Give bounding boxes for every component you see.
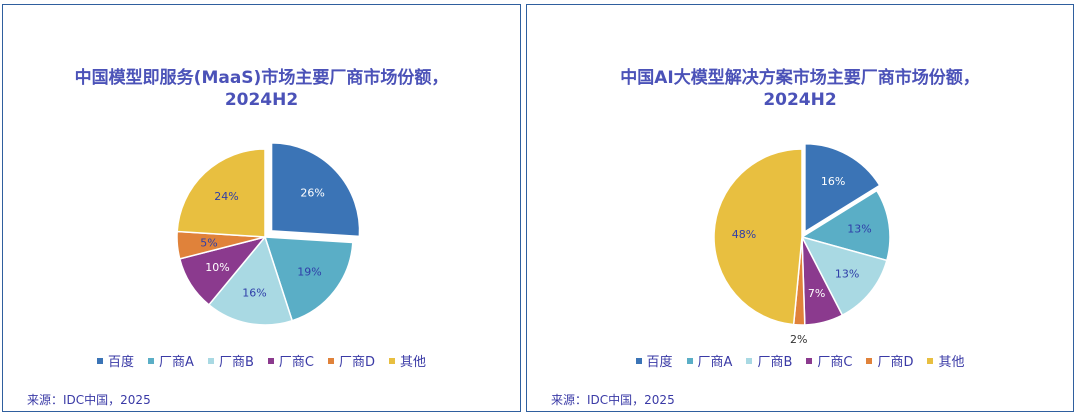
legend-item: 厂商C (267, 351, 314, 370)
legend-item: 其他 (388, 351, 426, 370)
pie-label-3: 16% (242, 286, 266, 299)
legend-label: 其他 (399, 355, 426, 370)
legend-swatch (97, 357, 104, 364)
legend-swatch (866, 357, 873, 364)
legend-swatch (635, 357, 642, 364)
chart-legend: 百度 厂商A 厂商B 厂商C 厂商D 其他 (527, 351, 1073, 370)
legend-swatch (148, 357, 155, 364)
legend-swatch (806, 357, 813, 364)
pie-label-6: 24% (214, 190, 238, 203)
pie-label-2: 13% (847, 223, 871, 236)
legend-swatch (267, 357, 274, 364)
chart-title: 中国模型即服务(MaaS)市场主要厂商市场份额， 2024H2 (3, 67, 520, 111)
legend-swatch (746, 357, 753, 364)
legend-label: 厂商D (877, 355, 914, 370)
pie-label-4: 7% (808, 287, 825, 300)
legend-swatch (388, 357, 395, 364)
pie-label-6: 48% (732, 228, 756, 241)
chart-panel-left: 中国模型即服务(MaaS)市场主要厂商市场份额， 2024H2 26% 19% 16… (2, 4, 521, 412)
legend-label: 百度 (646, 355, 673, 370)
legend-swatch (927, 357, 934, 364)
legend-swatch (207, 357, 214, 364)
legend-item: 厂商B (746, 351, 792, 370)
legend-label: 厂商B (218, 355, 254, 370)
chart-title-line-1: 中国AI大模型解决方案市场主要厂商市场份额， (620, 68, 980, 88)
legend-item: 其他 (927, 351, 964, 370)
pie-label-5: 5% (200, 236, 217, 249)
pie-label-4: 10% (205, 261, 229, 274)
pie-chart: 26% 19% 16% 10% 5% 24% (176, 142, 361, 326)
legend-swatch (327, 357, 334, 364)
legend-swatch (686, 357, 693, 364)
source-note: 来源：IDC中国，2025 (27, 393, 151, 407)
legend-item: 厂商B (207, 351, 254, 370)
chart-title-line-1: 中国模型即服务(MaaS)市场主要厂商市场份额， (74, 68, 449, 88)
legend-label: 其他 (938, 355, 965, 370)
legend-item: 厂商D (866, 351, 913, 370)
legend-label: 厂商A (159, 355, 194, 370)
legend-label: 厂商A (697, 355, 733, 370)
pie-slice-1 (270, 142, 361, 238)
legend-item: 百度 (635, 351, 673, 370)
pie-label-5: 2% (790, 333, 807, 346)
chart-title-line-2: 2024H2 (224, 90, 299, 110)
legend-label: 厂商B (757, 355, 793, 370)
chart-panel-right: 中国AI大模型解决方案市场主要厂商市场份额， 2024H2 16% 13% 13% 7… (526, 4, 1074, 412)
pie-label-2: 19% (297, 266, 321, 279)
legend-item: 百度 (97, 351, 134, 370)
source-note: 来源：IDC中国，2025 (551, 393, 675, 407)
pie-slice-6 (713, 148, 803, 326)
chart-legend: 百度 厂商A 厂商B 厂商C 厂商D 其他 (3, 351, 520, 370)
legend-item: 厂商D (327, 351, 375, 370)
pie-slice-6 (176, 148, 266, 238)
legend-item: 厂商A (686, 351, 733, 370)
pie-label-1: 16% (821, 175, 845, 188)
legend-label: 厂商C (817, 355, 853, 370)
pie-slice-1 (804, 143, 881, 234)
pie-label-3: 13% (835, 268, 859, 281)
pie-slice-3 (207, 235, 294, 326)
legend-label: 厂商D (338, 355, 375, 370)
legend-label: 厂商C (278, 355, 314, 370)
pie-slice-3 (800, 235, 888, 317)
pie-chart: 16% 13% 13% 7% 2% 48% (713, 143, 891, 346)
legend-label: 百度 (108, 355, 135, 370)
pie-slice-2 (263, 236, 354, 322)
pie-label-1: 26% (300, 186, 324, 199)
legend-item: 厂商A (148, 351, 194, 370)
chart-title-line-2: 2024H2 (763, 90, 837, 110)
legend-item: 厂商C (806, 351, 852, 370)
chart-title: 中国AI大模型解决方案市场主要厂商市场份额， 2024H2 (527, 67, 1073, 111)
